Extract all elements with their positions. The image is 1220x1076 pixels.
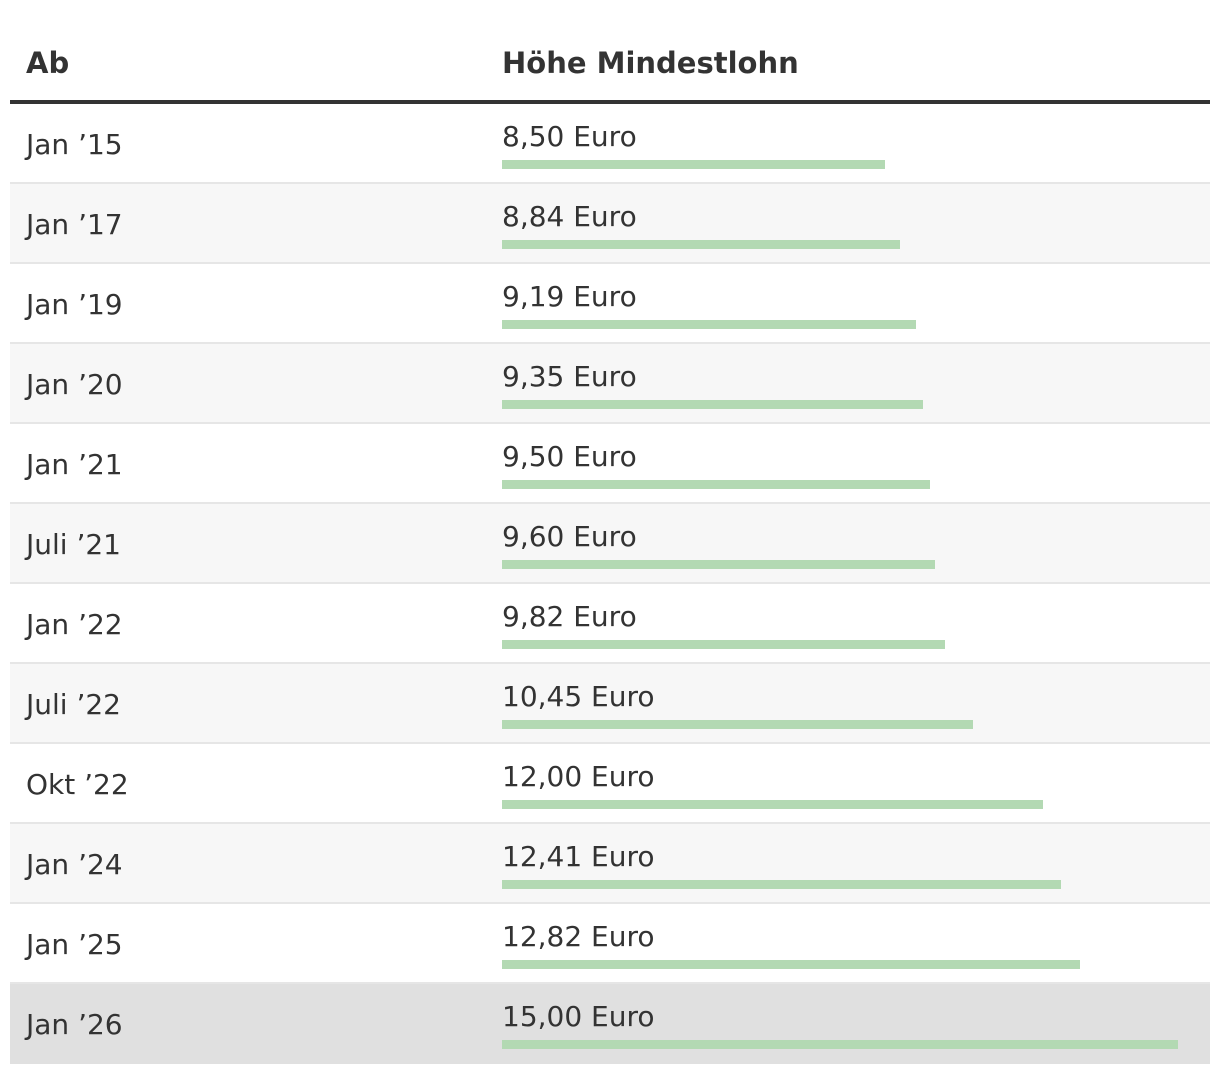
row-value-label: 10,45 Euro	[502, 680, 655, 713]
table-row: Jan ’17 8,84 Euro	[10, 184, 1210, 264]
row-value-label: 8,84 Euro	[502, 200, 637, 233]
wage-bar	[502, 880, 1061, 889]
table-row: Jan ’25 12,82 Euro	[10, 904, 1210, 984]
row-date: Jan ’26	[26, 1008, 123, 1041]
table-row: Juli ’21 9,60 Euro	[10, 504, 1210, 584]
row-date: Juli ’21	[26, 528, 121, 561]
wage-bar	[502, 480, 930, 489]
row-date: Jan ’15	[26, 128, 123, 161]
row-value-label: 9,50 Euro	[502, 440, 637, 473]
wage-bar	[502, 160, 885, 169]
table-row: Juli ’22 10,45 Euro	[10, 664, 1210, 744]
row-value-label: 12,00 Euro	[502, 760, 655, 793]
minimum-wage-table: Ab Höhe Mindestlohn Jan ’15 8,50 Euro Jan …	[10, 0, 1210, 1064]
table-row: Jan ’24 12,41 Euro	[10, 824, 1210, 904]
table-body: Jan ’15 8,50 Euro Jan ’17 8,84 Euro Jan ’19 9…	[10, 104, 1210, 1064]
table-row: Jan ’20 9,35 Euro	[10, 344, 1210, 424]
wage-bar	[502, 240, 900, 249]
column-header-date: Ab	[26, 46, 70, 80]
column-header-wage: Höhe Mindestlohn	[502, 46, 799, 80]
table-row: Okt ’22 12,00 Euro	[10, 744, 1210, 824]
wage-bar	[502, 1040, 1178, 1049]
row-value-label: 9,60 Euro	[502, 520, 637, 553]
row-date: Jan ’19	[26, 288, 123, 321]
table-row: Jan ’26 15,00 Euro	[10, 984, 1210, 1064]
row-date: Okt ’22	[26, 768, 129, 801]
wage-bar	[502, 720, 973, 729]
row-date: Jan ’20	[26, 368, 123, 401]
row-value-label: 12,41 Euro	[502, 840, 655, 873]
row-date: Jan ’25	[26, 928, 123, 961]
table-row: Jan ’15 8,50 Euro	[10, 104, 1210, 184]
row-value-label: 15,00 Euro	[502, 1000, 655, 1033]
table-row: Jan ’21 9,50 Euro	[10, 424, 1210, 504]
wage-bar	[502, 960, 1080, 969]
row-value-label: 9,19 Euro	[502, 280, 637, 313]
wage-bar	[502, 800, 1043, 809]
row-value-label: 9,82 Euro	[502, 600, 637, 633]
wage-bar	[502, 640, 945, 649]
row-value-label: 8,50 Euro	[502, 120, 637, 153]
table-header: Ab Höhe Mindestlohn	[10, 0, 1210, 104]
row-date: Jan ’22	[26, 608, 123, 641]
table-row: Jan ’22 9,82 Euro	[10, 584, 1210, 664]
row-date: Jan ’21	[26, 448, 123, 481]
table-row: Jan ’19 9,19 Euro	[10, 264, 1210, 344]
wage-bar	[502, 320, 916, 329]
row-date: Jan ’17	[26, 208, 123, 241]
wage-bar	[502, 560, 935, 569]
row-value-label: 9,35 Euro	[502, 360, 637, 393]
wage-bar	[502, 400, 923, 409]
row-value-label: 12,82 Euro	[502, 920, 655, 953]
row-date: Jan ’24	[26, 848, 123, 881]
row-date: Juli ’22	[26, 688, 121, 721]
